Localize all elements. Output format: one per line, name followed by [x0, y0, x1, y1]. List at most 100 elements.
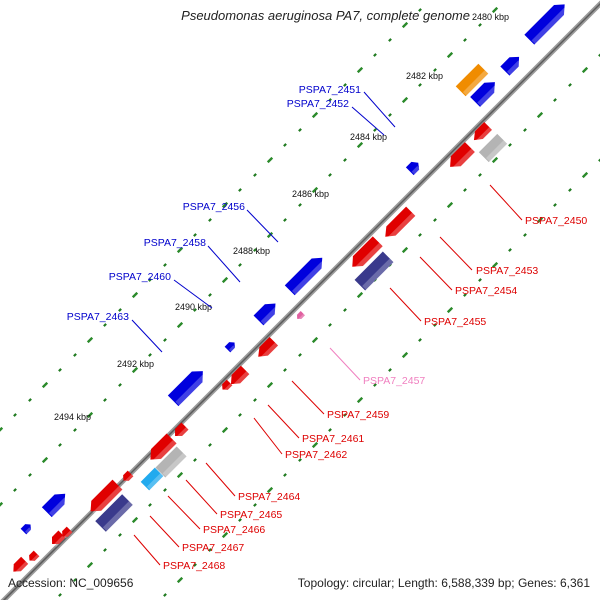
- tick-dot: [343, 158, 347, 162]
- tick-dot: [193, 308, 197, 312]
- tick-dot: [283, 473, 287, 477]
- forward-gene[interactable]: [405, 161, 421, 176]
- tick-dot: [118, 383, 122, 387]
- reverse-gene-label[interactable]: PSPA7_2465: [220, 509, 282, 521]
- reverse-gene[interactable]: [29, 550, 40, 563]
- reverse-gene-label[interactable]: PSPA7_2466: [203, 524, 265, 536]
- forward-gene-label[interactable]: PSPA7_2458: [144, 237, 206, 249]
- tick-dot: [568, 83, 572, 87]
- tick-dot: [298, 458, 302, 462]
- reverse-gene-label-leader: [291, 380, 325, 415]
- misc-feature[interactable]: [354, 251, 394, 291]
- reverse-gene[interactable]: [150, 433, 177, 464]
- tick-dot: [103, 398, 107, 402]
- reverse-gene-label[interactable]: PSPA7_2467: [182, 542, 244, 554]
- tick-dot: [446, 51, 454, 59]
- forward-gene[interactable]: [20, 524, 32, 535]
- pseudogene[interactable]: [297, 311, 305, 321]
- tick-dot: [238, 413, 242, 417]
- forward-gene-label[interactable]: PSPA7_2460: [109, 271, 171, 283]
- tick-dot: [343, 308, 347, 312]
- reverse-gene[interactable]: [230, 365, 250, 388]
- tick-dot: [266, 231, 274, 239]
- reverse-gene[interactable]: [473, 122, 492, 144]
- misc-feature[interactable]: [155, 446, 187, 478]
- forward-gene[interactable]: [524, 4, 568, 45]
- reverse-gene[interactable]: [450, 142, 475, 172]
- tick-dot: [311, 186, 319, 194]
- reverse-gene-label[interactable]: PSPA7_2453: [476, 265, 538, 277]
- reverse-gene[interactable]: [352, 236, 383, 271]
- reverse-gene-label[interactable]: PSPA7_2461: [302, 433, 364, 445]
- reverse-gene[interactable]: [385, 206, 416, 241]
- tick-dot: [131, 516, 139, 524]
- reverse-gene[interactable]: [90, 479, 123, 516]
- rna-gene[interactable]: [455, 63, 489, 97]
- reverse-gene[interactable]: [222, 379, 233, 392]
- tick-dot: [208, 548, 212, 552]
- reverse-gene[interactable]: [62, 526, 73, 539]
- tick-dot: [283, 143, 287, 147]
- tick-dot: [311, 111, 319, 119]
- forward-gene-label[interactable]: PSPA7_2456: [183, 201, 245, 213]
- tick-dot: [463, 293, 467, 297]
- tick-dot: [418, 83, 422, 87]
- reverse-gene-label[interactable]: PSPA7_2459: [327, 409, 389, 421]
- forward-gene[interactable]: [470, 82, 498, 107]
- tick-dot: [328, 173, 332, 177]
- reverse-gene-label[interactable]: PSPA7_2457: [363, 375, 425, 387]
- tick-dot: [221, 276, 229, 284]
- tick-dot: [343, 413, 347, 417]
- tick-dot: [238, 263, 242, 267]
- topology-text: Topology: circular; Length: 6,588,339 bp…: [297, 576, 590, 590]
- tick-dot: [328, 98, 332, 102]
- tick-dot: [418, 338, 422, 342]
- misc-feature[interactable]: [478, 133, 508, 163]
- reverse-gene[interactable]: [258, 336, 279, 361]
- tick-dot: [221, 201, 229, 209]
- forward-gene[interactable]: [41, 493, 69, 518]
- forward-gene-label[interactable]: PSPA7_2452: [287, 98, 349, 110]
- reverse-gene-label[interactable]: PSPA7_2468: [163, 560, 225, 572]
- tick-dot: [163, 263, 167, 267]
- forward-gene-label[interactable]: PSPA7_2451: [299, 84, 361, 96]
- forward-gene[interactable]: [224, 342, 236, 353]
- tick-dot: [253, 248, 257, 252]
- reverse-gene[interactable]: [123, 470, 134, 483]
- reverse-gene-label[interactable]: PSPA7_2464: [238, 491, 300, 503]
- tick-dot: [581, 171, 589, 179]
- forward-gene[interactable]: [167, 371, 207, 407]
- tick-dot: [253, 398, 257, 402]
- tick-dot: [73, 353, 77, 357]
- tick-dot: [283, 218, 287, 222]
- tick-dot: [581, 66, 589, 74]
- forward-gene-label[interactable]: PSPA7_2463: [67, 311, 129, 323]
- reverse-gene[interactable]: [51, 530, 66, 547]
- reverse-gene-label[interactable]: PSPA7_2455: [424, 316, 486, 328]
- misc-feature[interactable]: [95, 494, 133, 532]
- forward-gene-label-leader: [207, 245, 241, 283]
- tick-dot: [343, 83, 347, 87]
- tick-dot: [536, 111, 544, 119]
- tick-dot: [356, 291, 364, 299]
- tick-dot: [28, 398, 32, 402]
- forward-gene[interactable]: [284, 257, 326, 296]
- reverse-gene-label-leader: [489, 184, 523, 221]
- reverse-gene[interactable]: [13, 556, 29, 575]
- tick-dot: [163, 593, 167, 597]
- reverse-gene-label[interactable]: PSPA7_2454: [455, 285, 517, 297]
- forward-gene[interactable]: [500, 56, 522, 76]
- tick-dot: [86, 336, 94, 344]
- reverse-gene[interactable]: [174, 422, 189, 439]
- tick-dot: [13, 488, 17, 492]
- tick-dot: [523, 233, 527, 237]
- tick-dot: [118, 308, 122, 312]
- reverse-gene-label[interactable]: PSPA7_2462: [285, 449, 347, 461]
- misc-feature[interactable]: [140, 467, 164, 491]
- forward-gene[interactable]: [253, 303, 279, 326]
- reverse-gene-label[interactable]: PSPA7_2450: [525, 215, 587, 227]
- tick-dot: [508, 248, 512, 252]
- tick-dot: [311, 336, 319, 344]
- tick-dot: [58, 368, 62, 372]
- tick-dot: [58, 443, 62, 447]
